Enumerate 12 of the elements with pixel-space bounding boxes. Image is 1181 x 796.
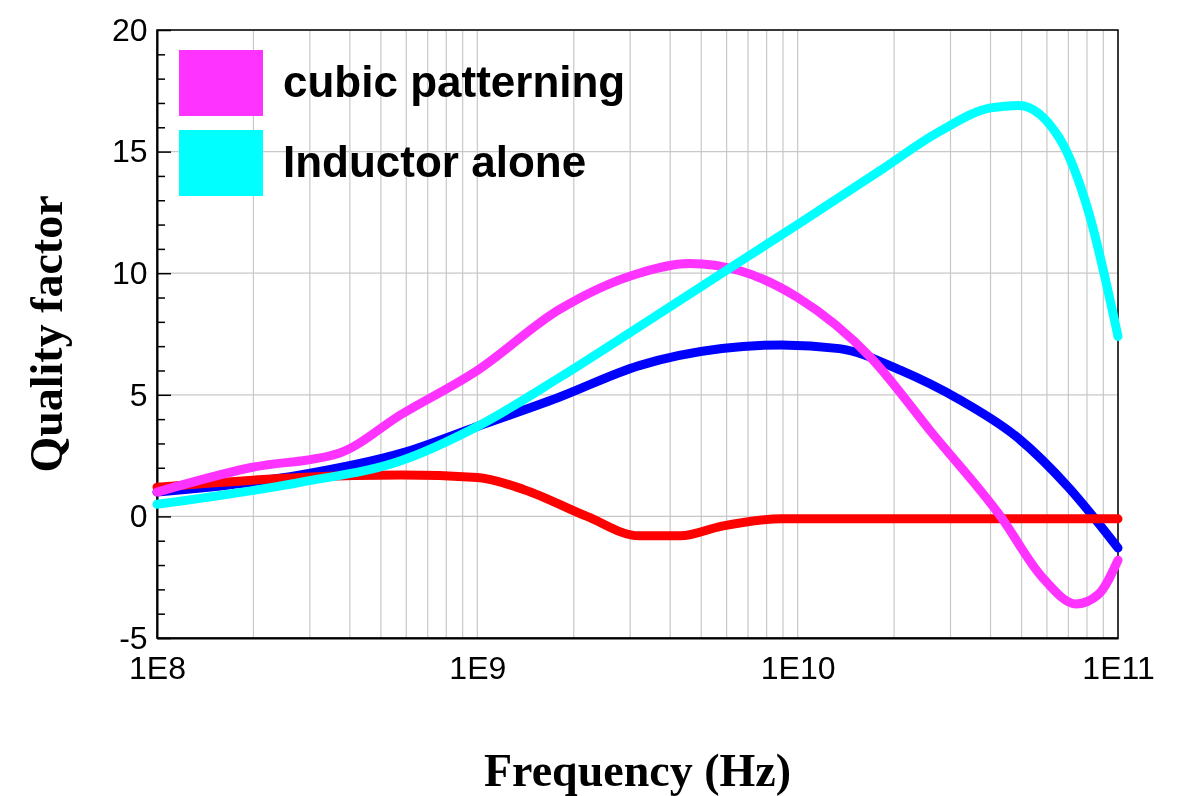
x-tick-label: 1E11 bbox=[1082, 650, 1155, 687]
y-tick-label: 10 bbox=[112, 254, 148, 291]
x-tick-label: 1E10 bbox=[760, 650, 836, 687]
legend-label: cubic patterning bbox=[283, 57, 626, 106]
y-tick-label: 5 bbox=[129, 376, 148, 413]
x-axis-title: Frequency (Hz) bbox=[483, 745, 792, 796]
y-tick-label: 15 bbox=[112, 133, 148, 170]
y-tick-label: 0 bbox=[129, 498, 148, 535]
x-tick-label: 1E9 bbox=[449, 650, 507, 687]
y-tick-label: 20 bbox=[112, 11, 148, 48]
y-axis-title: Quality factor bbox=[21, 195, 72, 473]
legend-label: Inductor alone bbox=[283, 137, 587, 186]
